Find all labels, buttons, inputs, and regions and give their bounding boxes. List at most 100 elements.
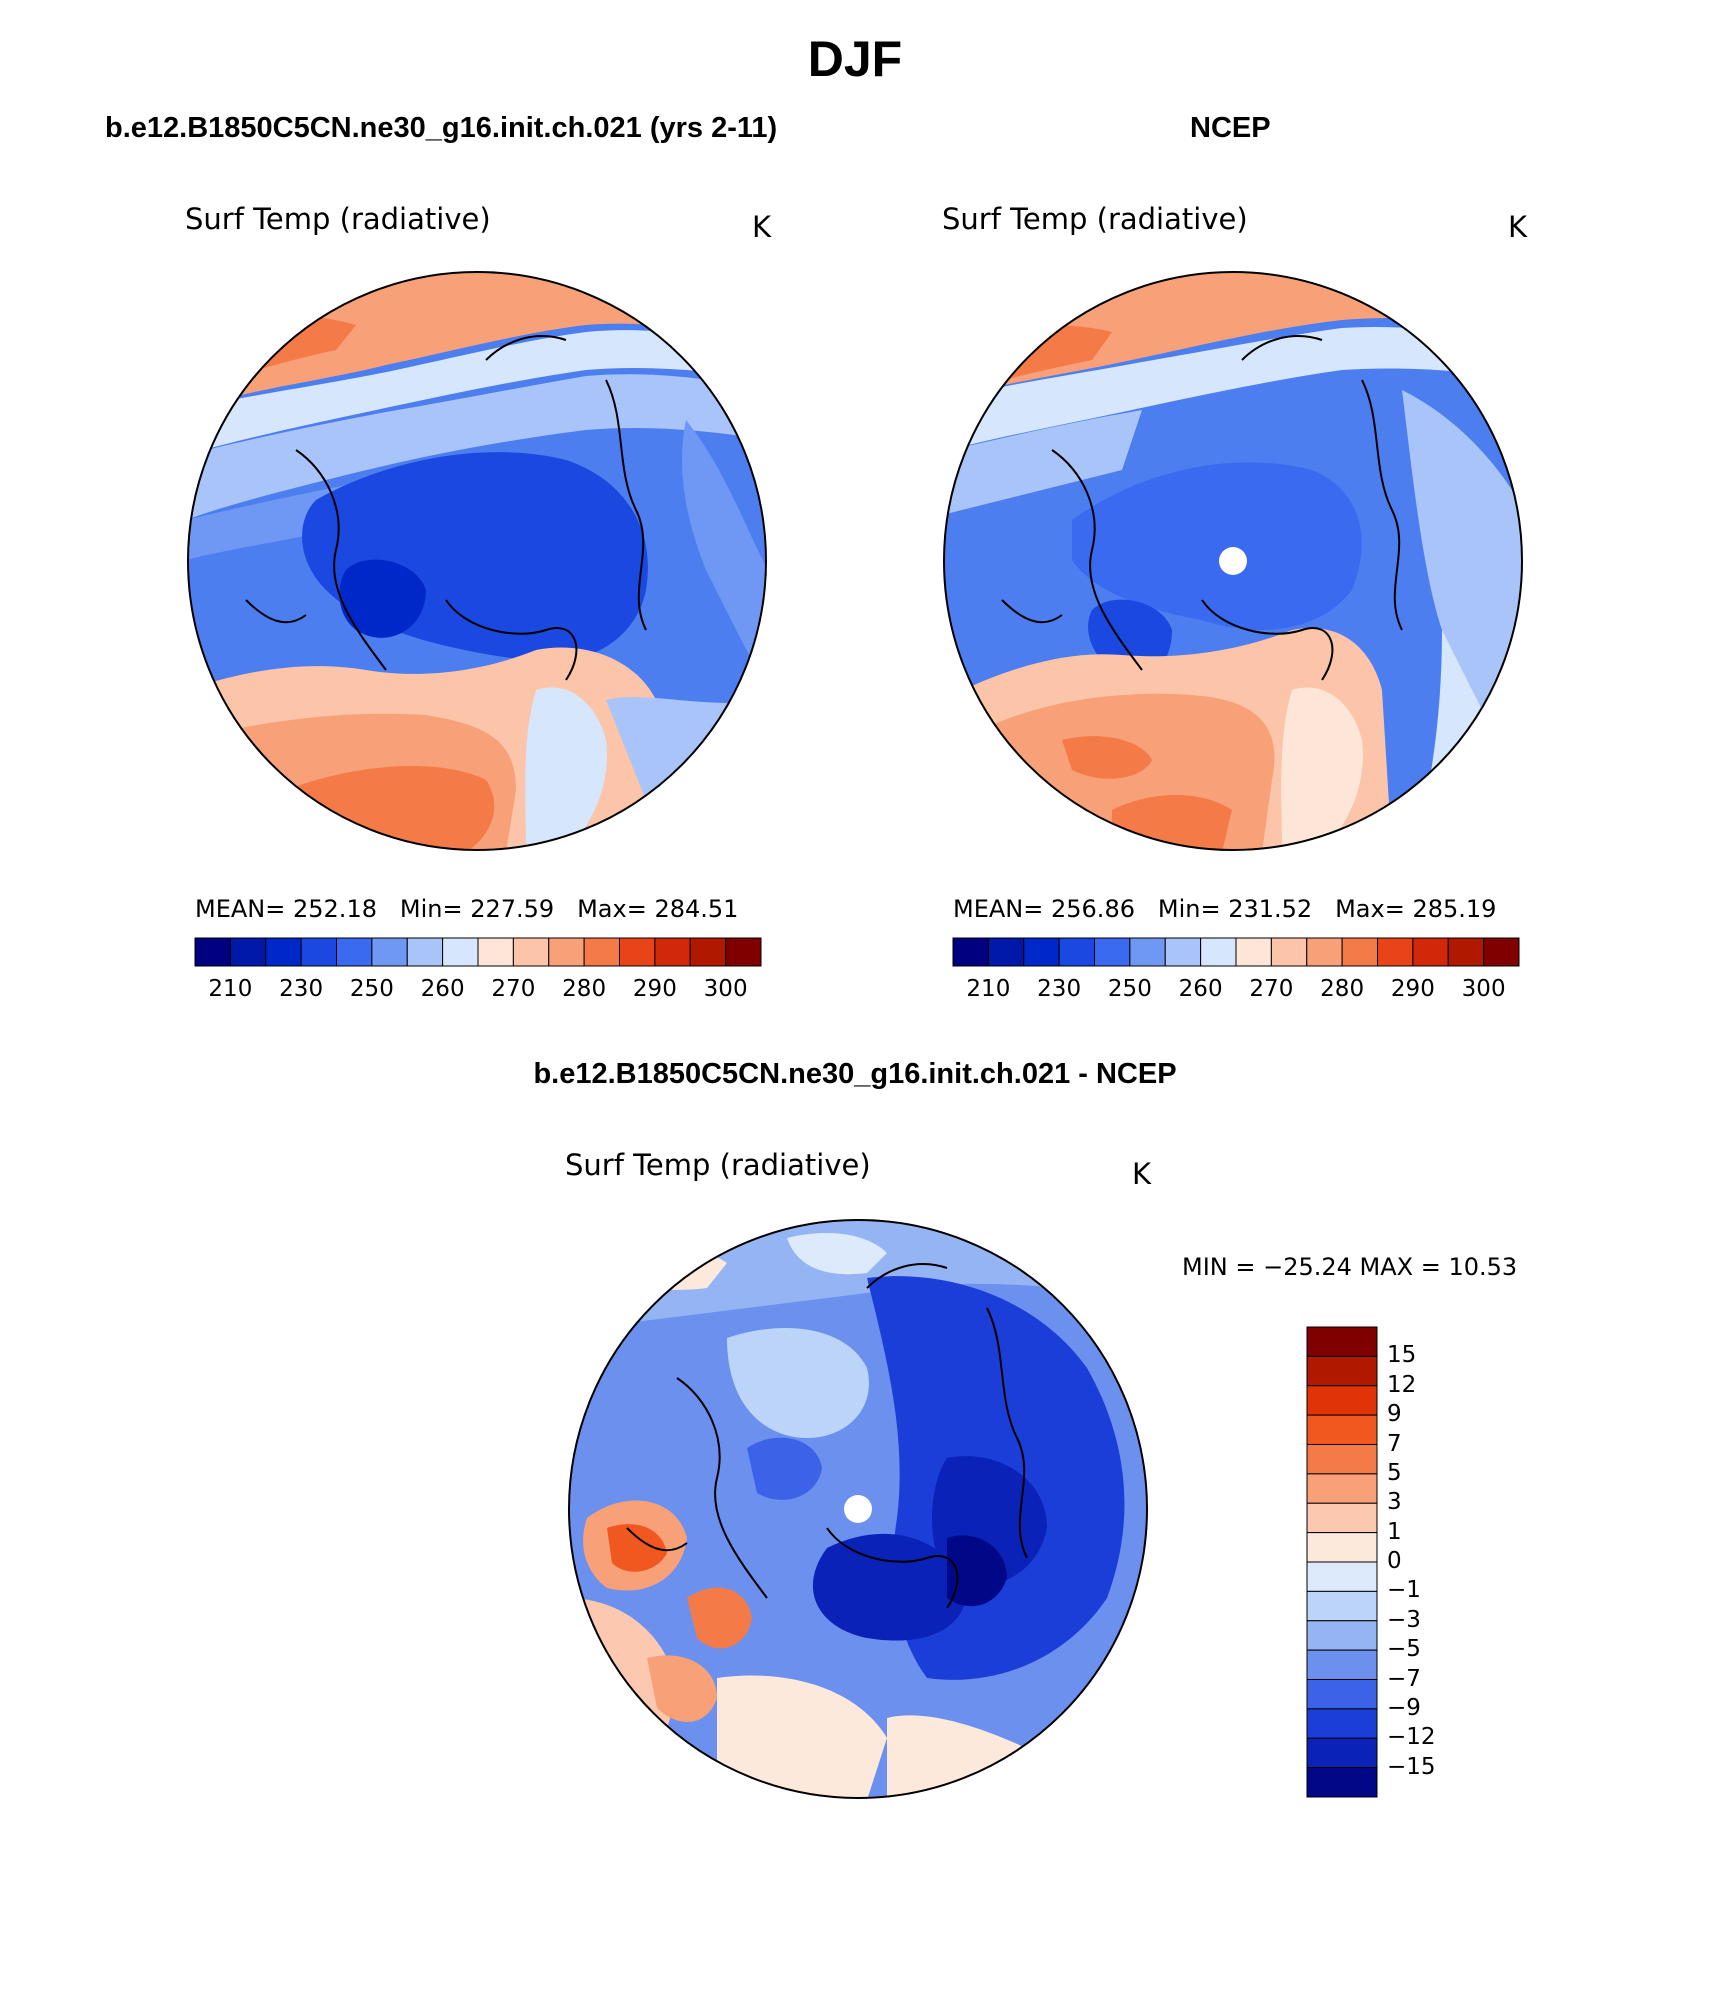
diff-colorbar-tick-label: 1 [1387, 1518, 1402, 1545]
obs-colorbar-swatch [1094, 937, 1131, 967]
obs-colorbar-swatch [1412, 937, 1449, 967]
model-colorbar [194, 937, 762, 967]
obs-colorbar-swatch [1023, 937, 1060, 967]
diff-colorbar-tick-label: −7 [1387, 1665, 1421, 1692]
model-colorbar-tick-label: 230 [279, 976, 324, 1002]
obs-colorbar-swatch [1129, 937, 1166, 967]
figure-title: DJF [807, 31, 903, 87]
diff-colorbar-tick-label: −5 [1387, 1636, 1421, 1663]
obs-max-value: 285.19 [1412, 895, 1497, 923]
diff-colorbar-swatch [1306, 1532, 1378, 1563]
model-colorbar-swatch [725, 937, 762, 967]
diff-case-title: b.e12.B1850C5CN.ne30_g16.init.ch.021 - N… [533, 1058, 1177, 1090]
diff-colorbar-swatch [1306, 1561, 1378, 1592]
diff-colorbar-tick-label: −9 [1387, 1694, 1421, 1721]
model-colorbar-ticks: 210 230 250 260 270 280 290 300 [195, 976, 761, 1006]
model-colorbar-swatch [442, 937, 479, 967]
model-mean-label: MEAN= [195, 895, 286, 923]
model-min-label: Min= [399, 895, 463, 923]
model-colorbar-swatch [300, 937, 337, 967]
obs-colorbar [952, 937, 1520, 967]
model-colorbar-swatch [583, 937, 620, 967]
model-max-value: 284.51 [654, 895, 739, 923]
model-min-value: 227.59 [470, 895, 555, 923]
model-colorbar-swatch [371, 937, 408, 967]
obs-colorbar-tick-label: 260 [1178, 976, 1223, 1002]
model-colorbar-swatch [689, 937, 727, 967]
diff-polar-map [568, 1219, 1148, 1799]
diff-colorbar-tick-label: −1 [1387, 1577, 1421, 1604]
diff-colorbar-tick-label: 15 [1387, 1342, 1417, 1369]
diff-colorbar-swatch [1306, 1502, 1378, 1534]
diff-colorbar-tick-label: 3 [1387, 1489, 1402, 1516]
diff-colorbar-tick-label: 12 [1387, 1371, 1417, 1398]
diff-colorbar-swatch [1306, 1649, 1378, 1680]
obs-colorbar-tick-label: 270 [1249, 976, 1294, 1002]
model-colorbar-swatch [406, 937, 444, 967]
diff-colorbar-swatch [1306, 1708, 1378, 1739]
diff-colorbar-tick-label: −15 [1387, 1753, 1436, 1780]
diff-colorbar-swatch [1306, 1767, 1378, 1798]
diff-colorbar-swatch [1306, 1355, 1378, 1387]
model-colorbar-swatch [477, 937, 514, 967]
obs-units-label: K [1508, 210, 1528, 244]
diff-colorbar-swatch [1306, 1385, 1378, 1416]
obs-colorbar-swatch [1306, 937, 1343, 967]
obs-colorbar-swatch [987, 937, 1025, 967]
diff-colorbar-swatch [1306, 1444, 1378, 1475]
obs-colorbar-tick-label: 290 [1390, 976, 1435, 1002]
model-colorbar-swatch [548, 937, 585, 967]
obs-colorbar-ticks: 210 230 250 260 270 280 290 300 [953, 976, 1519, 1006]
model-colorbar-swatch [229, 937, 267, 967]
obs-colorbar-swatch [1447, 937, 1485, 967]
model-case-title: b.e12.B1850C5CN.ne30_g16.init.ch.021 (yr… [105, 112, 778, 144]
diff-colorbar-tick-label: 5 [1387, 1459, 1402, 1486]
model-colorbar-tick-label: 300 [703, 976, 748, 1002]
model-colorbar-swatch [194, 937, 231, 967]
obs-colorbar-tick-label: 210 [966, 976, 1011, 1002]
obs-colorbar-swatch [1483, 937, 1520, 967]
diff-units-label: K [1132, 1157, 1152, 1191]
obs-colorbar-swatch [952, 937, 989, 967]
diff-colorbar-tick-label: 0 [1387, 1548, 1402, 1574]
model-colorbar-tick-label: 250 [349, 976, 394, 1002]
diff-colorbar-swatch [1306, 1737, 1378, 1769]
model-colorbar-tick-label: 260 [420, 976, 465, 1002]
diff-colorbar [1306, 1326, 1378, 1798]
diff-variable-label: Surf Temp (radiative) [565, 1148, 871, 1182]
obs-colorbar-tick-label: 280 [1320, 976, 1365, 1002]
diff-colorbar-tick-label: 9 [1387, 1401, 1402, 1428]
obs-colorbar-swatch [1235, 937, 1272, 967]
model-polar-map [187, 271, 767, 851]
diff-colorbar-ticks: 15 12 9 7 5 3 1 0 −1 −3 −5 −7 −9 −12 −15 [1387, 1327, 1487, 1797]
diff-colorbar-swatch [1306, 1590, 1378, 1622]
diff-colorbar-swatch [1306, 1620, 1378, 1651]
model-colorbar-swatch [654, 937, 691, 967]
model-stats: MEAN= 252.18 Min= 227.59 Max= 284.51 [195, 895, 738, 923]
obs-colorbar-swatch [1377, 937, 1414, 967]
obs-colorbar-tick-label: 250 [1107, 976, 1152, 1002]
obs-variable-label: Surf Temp (radiative) [942, 202, 1248, 236]
model-colorbar-tick-label: 280 [562, 976, 607, 1002]
obs-colorbar-swatch [1200, 937, 1237, 967]
obs-case-title: NCEP [1190, 112, 1271, 144]
obs-colorbar-swatch [1270, 937, 1308, 967]
obs-colorbar-swatch [1058, 937, 1095, 967]
diff-colorbar-swatch [1306, 1473, 1378, 1504]
model-max-label: Max= [577, 895, 647, 923]
diff-colorbar-swatch [1306, 1414, 1378, 1445]
obs-mean-value: 256.86 [1051, 895, 1135, 923]
diff-colorbar-tick-label: −12 [1387, 1724, 1436, 1751]
obs-mean-label: MEAN= [953, 895, 1044, 923]
model-colorbar-tick-label: 290 [632, 976, 677, 1002]
diff-colorbar-tick-label: 7 [1387, 1430, 1402, 1457]
obs-max-label: Max= [1335, 895, 1405, 923]
obs-colorbar-tick-label: 300 [1461, 976, 1506, 1002]
obs-colorbar-swatch [1341, 937, 1378, 967]
obs-stats: MEAN= 256.86 Min= 231.52 Max= 285.19 [953, 895, 1496, 923]
model-colorbar-swatch [265, 937, 302, 967]
obs-colorbar-swatch [1164, 937, 1202, 967]
model-colorbar-tick-label: 270 [491, 976, 536, 1002]
model-mean-value: 252.18 [293, 895, 377, 923]
obs-polar-map [943, 271, 1523, 851]
